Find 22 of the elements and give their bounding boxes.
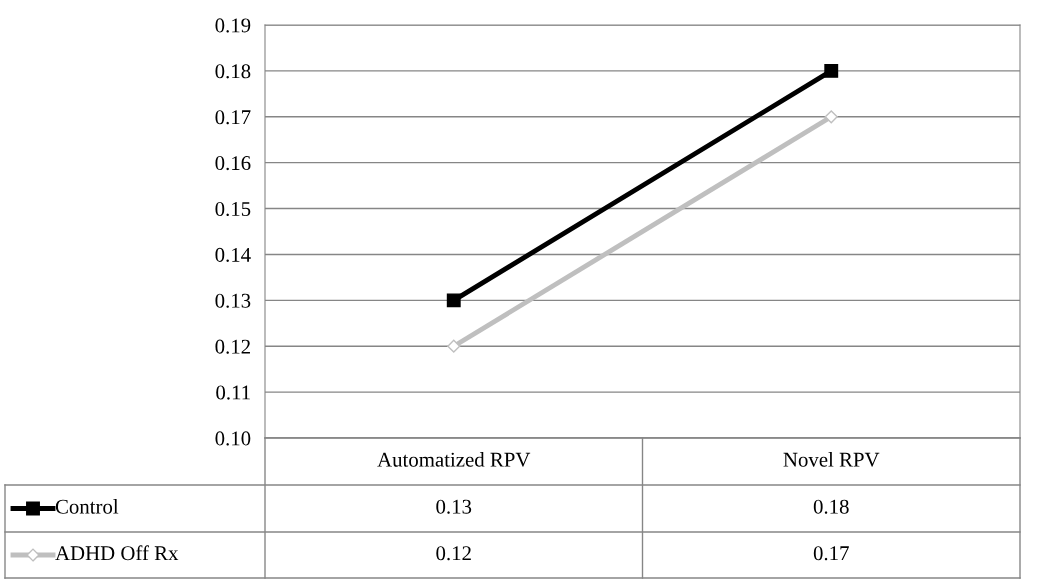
y-tick-label: 0.14 bbox=[215, 247, 251, 262]
y-tick-label: 0.17 bbox=[215, 110, 251, 125]
point bbox=[824, 63, 839, 78]
y-tick-label: 0.19 bbox=[215, 18, 251, 33]
point bbox=[446, 293, 461, 308]
y-tick-label: 0.15 bbox=[215, 201, 251, 217]
y-tick-label: 0.18 bbox=[215, 64, 251, 79]
point bbox=[447, 339, 461, 353]
y-tick-label: 0.16 bbox=[215, 156, 251, 171]
point bbox=[824, 110, 838, 124]
y-tick-label: 0.11 bbox=[216, 385, 250, 400]
x-tick-label: Automatized RPV bbox=[377, 452, 531, 467]
x-tick-label: Novel RPV bbox=[783, 452, 880, 467]
y-tick-label: 0.13 bbox=[215, 293, 251, 308]
legend-label: Control bbox=[55, 499, 119, 514]
data-label: 0.18 bbox=[813, 499, 849, 514]
data-label: 0.17 bbox=[813, 546, 849, 561]
data-label: 0.13 bbox=[436, 499, 472, 514]
data-label: 0.12 bbox=[436, 546, 471, 561]
y-tick-label: 0.10 bbox=[215, 431, 251, 446]
y-tick-label: 0.12 bbox=[215, 339, 250, 354]
legend-label: ADHD Off Rx bbox=[55, 545, 179, 561]
